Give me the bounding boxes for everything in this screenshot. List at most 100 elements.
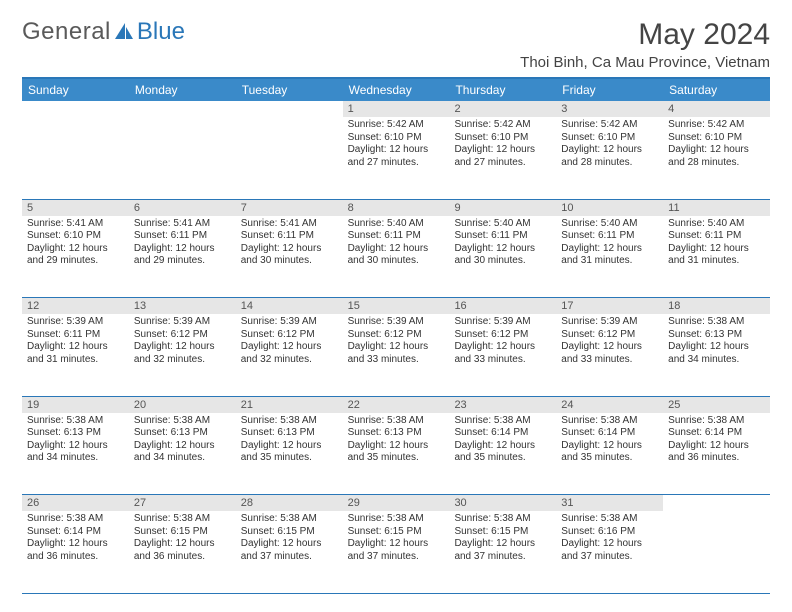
day-number: 20 bbox=[129, 397, 236, 413]
day-cell: 1Sunrise: 5:42 AMSunset: 6:10 PMDaylight… bbox=[343, 101, 450, 199]
day-cell bbox=[663, 495, 770, 593]
day-cell: 9Sunrise: 5:40 AMSunset: 6:11 PMDaylight… bbox=[449, 200, 556, 298]
day-body bbox=[129, 117, 236, 121]
sunrise-label: Sunrise: bbox=[668, 415, 707, 426]
day-body: Sunrise: 5:38 AMSunset: 6:15 PMDaylight:… bbox=[129, 511, 236, 565]
sunrise-label: Sunrise: bbox=[454, 513, 493, 524]
daylight-line: Daylight: 12 hours and 33 minutes. bbox=[454, 341, 552, 366]
daylight-label: Daylight: bbox=[134, 440, 176, 451]
day-number: 28 bbox=[236, 495, 343, 511]
sunrise-label: Sunrise: bbox=[134, 316, 173, 327]
sunrise-line: Sunrise: 5:38 AM bbox=[27, 513, 125, 526]
sunrise-line: Sunrise: 5:39 AM bbox=[241, 316, 339, 329]
sunrise-line: Sunrise: 5:38 AM bbox=[561, 513, 659, 526]
sunset-line: Sunset: 6:11 PM bbox=[27, 329, 125, 342]
sunrise-value: 5:42 AM bbox=[708, 119, 745, 130]
day-cell: 18Sunrise: 5:38 AMSunset: 6:13 PMDayligh… bbox=[663, 298, 770, 396]
sunset-value: 6:13 PM bbox=[64, 427, 101, 438]
sunset-value: 6:10 PM bbox=[705, 132, 742, 143]
day-number: 15 bbox=[343, 298, 450, 314]
daylight-line: Daylight: 12 hours and 29 minutes. bbox=[134, 243, 232, 268]
sunset-label: Sunset: bbox=[668, 132, 705, 143]
daylight-label: Daylight: bbox=[561, 538, 603, 549]
title-block: May 2024 Thoi Binh, Ca Mau Province, Vie… bbox=[520, 18, 770, 71]
sunrise-label: Sunrise: bbox=[27, 513, 66, 524]
sunrise-label: Sunrise: bbox=[348, 316, 387, 327]
daylight-line: Daylight: 12 hours and 32 minutes. bbox=[241, 341, 339, 366]
dow-cell: Tuesday bbox=[236, 79, 343, 101]
sunrise-value: 5:38 AM bbox=[66, 415, 103, 426]
sunrise-label: Sunrise: bbox=[454, 316, 493, 327]
day-number: 12 bbox=[22, 298, 129, 314]
day-cell: 5Sunrise: 5:41 AMSunset: 6:10 PMDaylight… bbox=[22, 200, 129, 298]
daylight-line: Daylight: 12 hours and 32 minutes. bbox=[134, 341, 232, 366]
sunset-label: Sunset: bbox=[454, 329, 491, 340]
daylight-line: Daylight: 12 hours and 30 minutes. bbox=[241, 243, 339, 268]
daylight-label: Daylight: bbox=[561, 440, 603, 451]
header: General Blue May 2024 Thoi Binh, Ca Mau … bbox=[22, 18, 770, 71]
day-cell: 25Sunrise: 5:38 AMSunset: 6:14 PMDayligh… bbox=[663, 397, 770, 495]
sunset-label: Sunset: bbox=[27, 526, 64, 537]
dow-cell: Sunday bbox=[22, 79, 129, 101]
sunset-value: 6:13 PM bbox=[705, 329, 742, 340]
sunrise-value: 5:38 AM bbox=[173, 415, 210, 426]
day-body: Sunrise: 5:39 AMSunset: 6:12 PMDaylight:… bbox=[449, 314, 556, 368]
sunrise-value: 5:38 AM bbox=[387, 415, 424, 426]
daylight-line: Daylight: 12 hours and 27 minutes. bbox=[454, 144, 552, 169]
sunset-line: Sunset: 6:11 PM bbox=[134, 230, 232, 243]
brand-logo: General Blue bbox=[22, 18, 185, 46]
day-cell: 28Sunrise: 5:38 AMSunset: 6:15 PMDayligh… bbox=[236, 495, 343, 593]
sunset-value: 6:11 PM bbox=[491, 230, 528, 241]
day-number: 24 bbox=[556, 397, 663, 413]
sunset-line: Sunset: 6:13 PM bbox=[348, 427, 446, 440]
day-number: 11 bbox=[663, 200, 770, 216]
dow-cell: Friday bbox=[556, 79, 663, 101]
month-title: May 2024 bbox=[520, 18, 770, 52]
sunrise-line: Sunrise: 5:38 AM bbox=[134, 415, 232, 428]
sunset-line: Sunset: 6:11 PM bbox=[348, 230, 446, 243]
day-number: 19 bbox=[22, 397, 129, 413]
daylight-line: Daylight: 12 hours and 33 minutes. bbox=[348, 341, 446, 366]
sunset-line: Sunset: 6:13 PM bbox=[668, 329, 766, 342]
sunrise-value: 5:42 AM bbox=[494, 119, 531, 130]
sunset-line: Sunset: 6:12 PM bbox=[134, 329, 232, 342]
daylight-line: Daylight: 12 hours and 31 minutes. bbox=[561, 243, 659, 268]
sunrise-line: Sunrise: 5:38 AM bbox=[134, 513, 232, 526]
daylight-line: Daylight: 12 hours and 36 minutes. bbox=[134, 538, 232, 563]
sunrise-line: Sunrise: 5:42 AM bbox=[668, 119, 766, 132]
day-body bbox=[22, 117, 129, 121]
sunset-label: Sunset: bbox=[348, 132, 385, 143]
day-number: 25 bbox=[663, 397, 770, 413]
day-body: Sunrise: 5:38 AMSunset: 6:13 PMDaylight:… bbox=[129, 413, 236, 467]
day-cell: 23Sunrise: 5:38 AMSunset: 6:14 PMDayligh… bbox=[449, 397, 556, 495]
sunrise-value: 5:38 AM bbox=[280, 513, 317, 524]
sunset-line: Sunset: 6:10 PM bbox=[454, 132, 552, 145]
day-cell: 10Sunrise: 5:40 AMSunset: 6:11 PMDayligh… bbox=[556, 200, 663, 298]
daylight-line: Daylight: 12 hours and 37 minutes. bbox=[348, 538, 446, 563]
day-number: 27 bbox=[129, 495, 236, 511]
sunset-label: Sunset: bbox=[348, 329, 385, 340]
day-number: 5 bbox=[22, 200, 129, 216]
brand-part1: General bbox=[22, 18, 111, 46]
sunrise-line: Sunrise: 5:39 AM bbox=[348, 316, 446, 329]
sunrise-line: Sunrise: 5:39 AM bbox=[27, 316, 125, 329]
sunset-label: Sunset: bbox=[454, 230, 491, 241]
daylight-line: Daylight: 12 hours and 31 minutes. bbox=[27, 341, 125, 366]
week-row: 1Sunrise: 5:42 AMSunset: 6:10 PMDaylight… bbox=[22, 101, 770, 200]
day-number bbox=[236, 101, 343, 117]
daylight-line: Daylight: 12 hours and 35 minutes. bbox=[454, 440, 552, 465]
day-body: Sunrise: 5:39 AMSunset: 6:12 PMDaylight:… bbox=[236, 314, 343, 368]
day-body: Sunrise: 5:38 AMSunset: 6:14 PMDaylight:… bbox=[663, 413, 770, 467]
day-cell: 30Sunrise: 5:38 AMSunset: 6:15 PMDayligh… bbox=[449, 495, 556, 593]
day-body bbox=[236, 117, 343, 121]
sunrise-value: 5:39 AM bbox=[601, 316, 638, 327]
sunset-line: Sunset: 6:15 PM bbox=[454, 526, 552, 539]
sunrise-label: Sunrise: bbox=[668, 218, 707, 229]
sunrise-value: 5:42 AM bbox=[601, 119, 638, 130]
daylight-label: Daylight: bbox=[27, 440, 69, 451]
sunset-line: Sunset: 6:12 PM bbox=[561, 329, 659, 342]
sunrise-label: Sunrise: bbox=[561, 316, 600, 327]
sunset-label: Sunset: bbox=[134, 230, 171, 241]
sunrise-value: 5:38 AM bbox=[494, 415, 531, 426]
day-cell: 29Sunrise: 5:38 AMSunset: 6:15 PMDayligh… bbox=[343, 495, 450, 593]
